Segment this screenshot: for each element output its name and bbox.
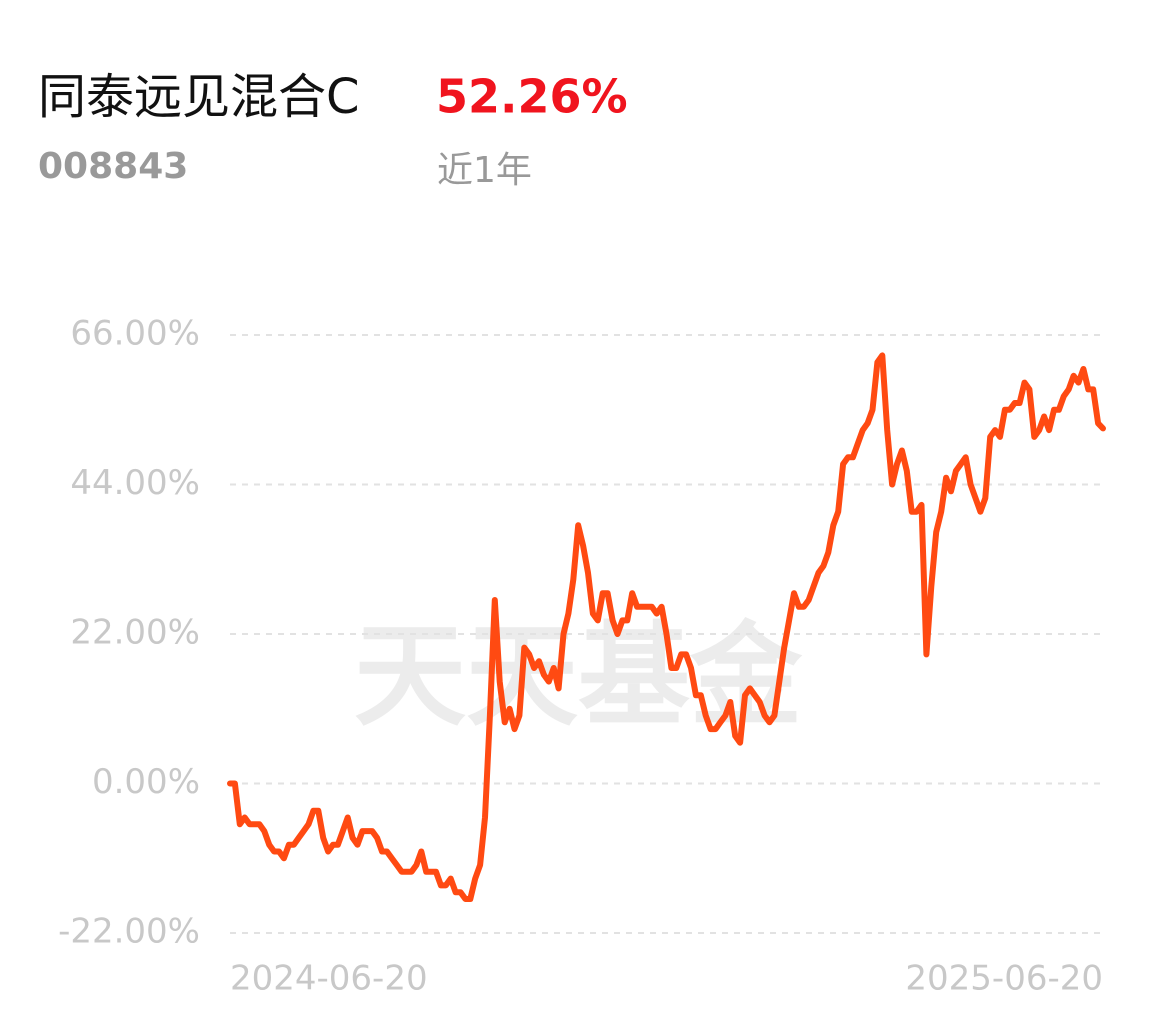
watermark: 天天基金 — [354, 610, 803, 741]
fund-return: 52.26% — [436, 70, 628, 124]
x-tick-label: 2025-06-20 — [905, 959, 1103, 999]
y-tick-label: 22.00% — [70, 613, 200, 653]
y-tick-label: 66.00% — [70, 314, 200, 354]
fund-name: 同泰远见混合C — [38, 69, 360, 125]
period: 近1年 — [437, 150, 532, 191]
line — [227, 352, 1106, 902]
y-tick-label: -22.00% — [58, 912, 200, 952]
y-tick-label: 0.00% — [92, 762, 200, 802]
x-tick-label: 2024-06-20 — [230, 959, 428, 999]
fund-code: 008843 — [38, 146, 188, 187]
y-tick-label: 44.00% — [70, 463, 200, 503]
